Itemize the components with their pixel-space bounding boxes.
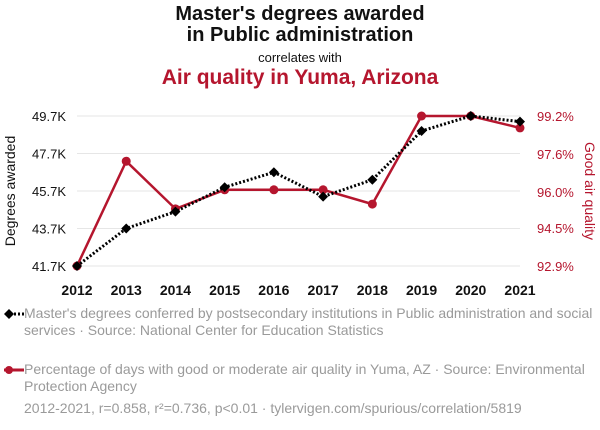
left-tick-label: 49.7K xyxy=(32,109,66,124)
legend-label-air-quality: Percentage of days with good or moderate… xyxy=(24,361,585,394)
right-tick-label: 96.0% xyxy=(537,185,574,200)
x-tick-label: 2018 xyxy=(357,282,388,298)
degrees-point xyxy=(367,174,378,185)
x-tick-label: 2017 xyxy=(308,282,339,298)
x-tick-label: 2019 xyxy=(406,282,437,298)
x-tick-label: 2014 xyxy=(160,282,191,298)
dual-axis-line-chart: 41.7K 43.7K 45.7K 47.7K 49.7K 92.9% 94.5% 96.0%… xyxy=(2,109,598,298)
air-quality-point xyxy=(318,185,328,195)
left-tick-label: 47.7K xyxy=(32,147,66,162)
air-quality-point xyxy=(515,123,525,133)
legend-swatch-air-quality xyxy=(4,366,24,374)
degrees-point xyxy=(170,206,181,217)
x-tick-label: 2016 xyxy=(258,282,289,298)
air-quality-point xyxy=(269,185,279,195)
left-tick-label: 45.7K xyxy=(32,184,66,199)
right-tick-label: 94.5% xyxy=(537,221,574,236)
x-tick-label: 2021 xyxy=(504,282,535,298)
x-tick-label: 2012 xyxy=(61,282,92,298)
left-tick-label: 41.7K xyxy=(32,259,66,274)
air-quality-point xyxy=(417,111,427,121)
chart-title-line-1: Master's degrees awarded xyxy=(175,3,425,25)
degrees-point xyxy=(515,116,525,127)
degrees-point xyxy=(268,167,279,178)
legend-swatch-degrees xyxy=(4,309,24,319)
legend-item-air-quality: Percentage of days with good or moderate… xyxy=(4,361,594,395)
right-axis-label: Good air quality xyxy=(582,142,598,240)
chart-subtitle: Air quality in Yuma, Arizona xyxy=(161,66,439,89)
x-tick-label: 2020 xyxy=(455,282,486,298)
degrees-point xyxy=(318,191,329,202)
right-tick-label: 92.9% xyxy=(537,259,574,274)
degrees-point xyxy=(121,223,132,234)
correlates-with-text: correlates with xyxy=(258,50,342,65)
left-axis-label: Degrees awarded xyxy=(2,136,18,247)
chart-title-line-2: in Public administration xyxy=(186,24,414,46)
right-tick-label: 97.6% xyxy=(537,147,574,162)
air-quality-point xyxy=(121,156,131,166)
x-tick-label: 2013 xyxy=(111,282,142,298)
degrees-point xyxy=(72,261,82,271)
right-tick-label: 99.2% xyxy=(537,109,574,124)
left-tick-label: 43.7K xyxy=(32,222,66,237)
air-quality-point xyxy=(367,199,377,209)
air-quality-line xyxy=(75,114,521,267)
degrees-point xyxy=(219,182,230,193)
legend-label-degrees: Master's degrees conferred by postsecond… xyxy=(24,305,593,338)
chart-footer: 2012-2021, r=0.858, r²=0.736, p<0.01 · t… xyxy=(24,400,522,416)
degrees-point xyxy=(416,126,427,136)
degrees-point xyxy=(465,111,476,121)
x-tick-label: 2015 xyxy=(209,282,240,298)
legend-item-degrees: Master's degrees conferred by postsecond… xyxy=(4,305,594,339)
